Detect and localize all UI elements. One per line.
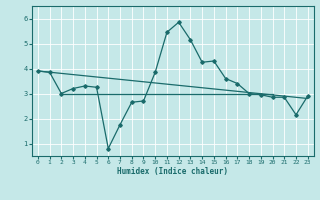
X-axis label: Humidex (Indice chaleur): Humidex (Indice chaleur): [117, 167, 228, 176]
